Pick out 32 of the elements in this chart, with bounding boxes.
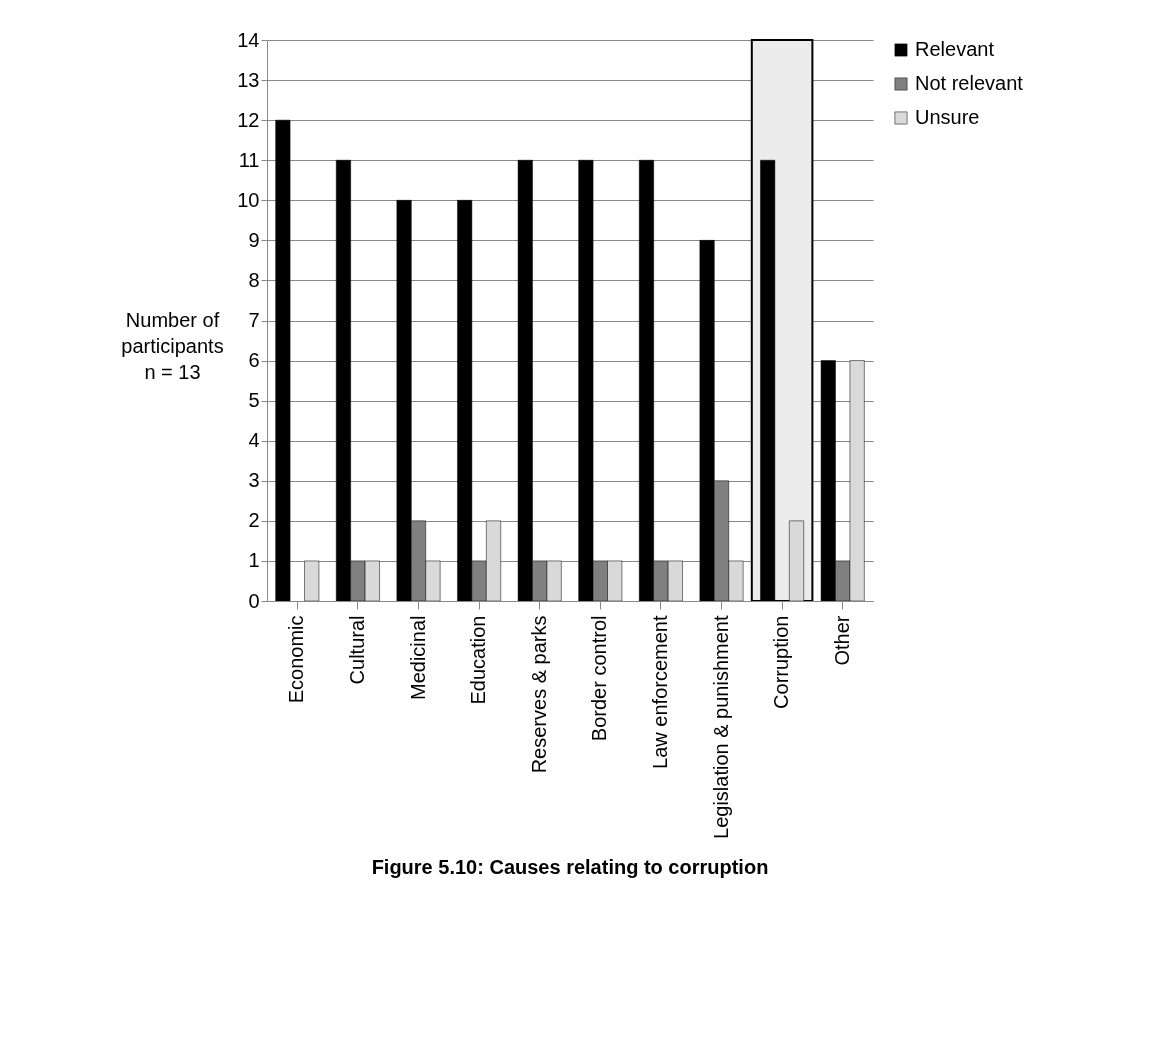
y-tick-label: 12 xyxy=(237,108,260,131)
y-tick-label: 11 xyxy=(238,148,260,171)
y-tick-label: 6 xyxy=(248,349,260,372)
y-tick-label: 5 xyxy=(248,389,260,412)
y-tick-label: 7 xyxy=(248,309,260,331)
legend-label: Relevant xyxy=(915,38,995,60)
y-tick-label: 1 xyxy=(248,549,260,572)
x-tick-label: Other xyxy=(830,615,853,666)
x-tick-label: Economic xyxy=(285,615,308,704)
y-tick-label: 9 xyxy=(248,228,260,251)
y-tick-label: 13 xyxy=(237,68,260,91)
x-tick-label: Cultural xyxy=(345,615,368,685)
y-tick-label: 0 xyxy=(248,589,260,612)
legend-label: Not relevant xyxy=(915,72,1024,94)
bar xyxy=(304,560,320,602)
y-tick-label: 2 xyxy=(248,509,260,532)
y-tick-label: 4 xyxy=(248,429,260,452)
y-tick-label: 3 xyxy=(248,469,260,492)
x-tick-label: Corruption xyxy=(770,615,793,709)
x-tick-label: Law enforcement xyxy=(648,615,671,769)
x-tick-label: Education xyxy=(467,615,490,705)
legend-label: Unsure xyxy=(915,106,980,128)
y-axis-title: Number of participants n = 13 xyxy=(121,309,224,383)
y-tick-label: 10 xyxy=(237,188,260,211)
x-tick-label: Border control xyxy=(588,615,611,742)
x-tick-label: Reserves & parks xyxy=(527,615,550,774)
text: Figure 5.10: Causes relating to corruption xyxy=(371,856,769,879)
y-tick-label: 8 xyxy=(248,268,260,291)
bar xyxy=(275,119,291,602)
y-tick-label: 14 xyxy=(237,28,260,51)
x-tick-label: Legislation & punishment xyxy=(709,615,732,839)
x-tick-label: Medicinal xyxy=(406,615,429,700)
